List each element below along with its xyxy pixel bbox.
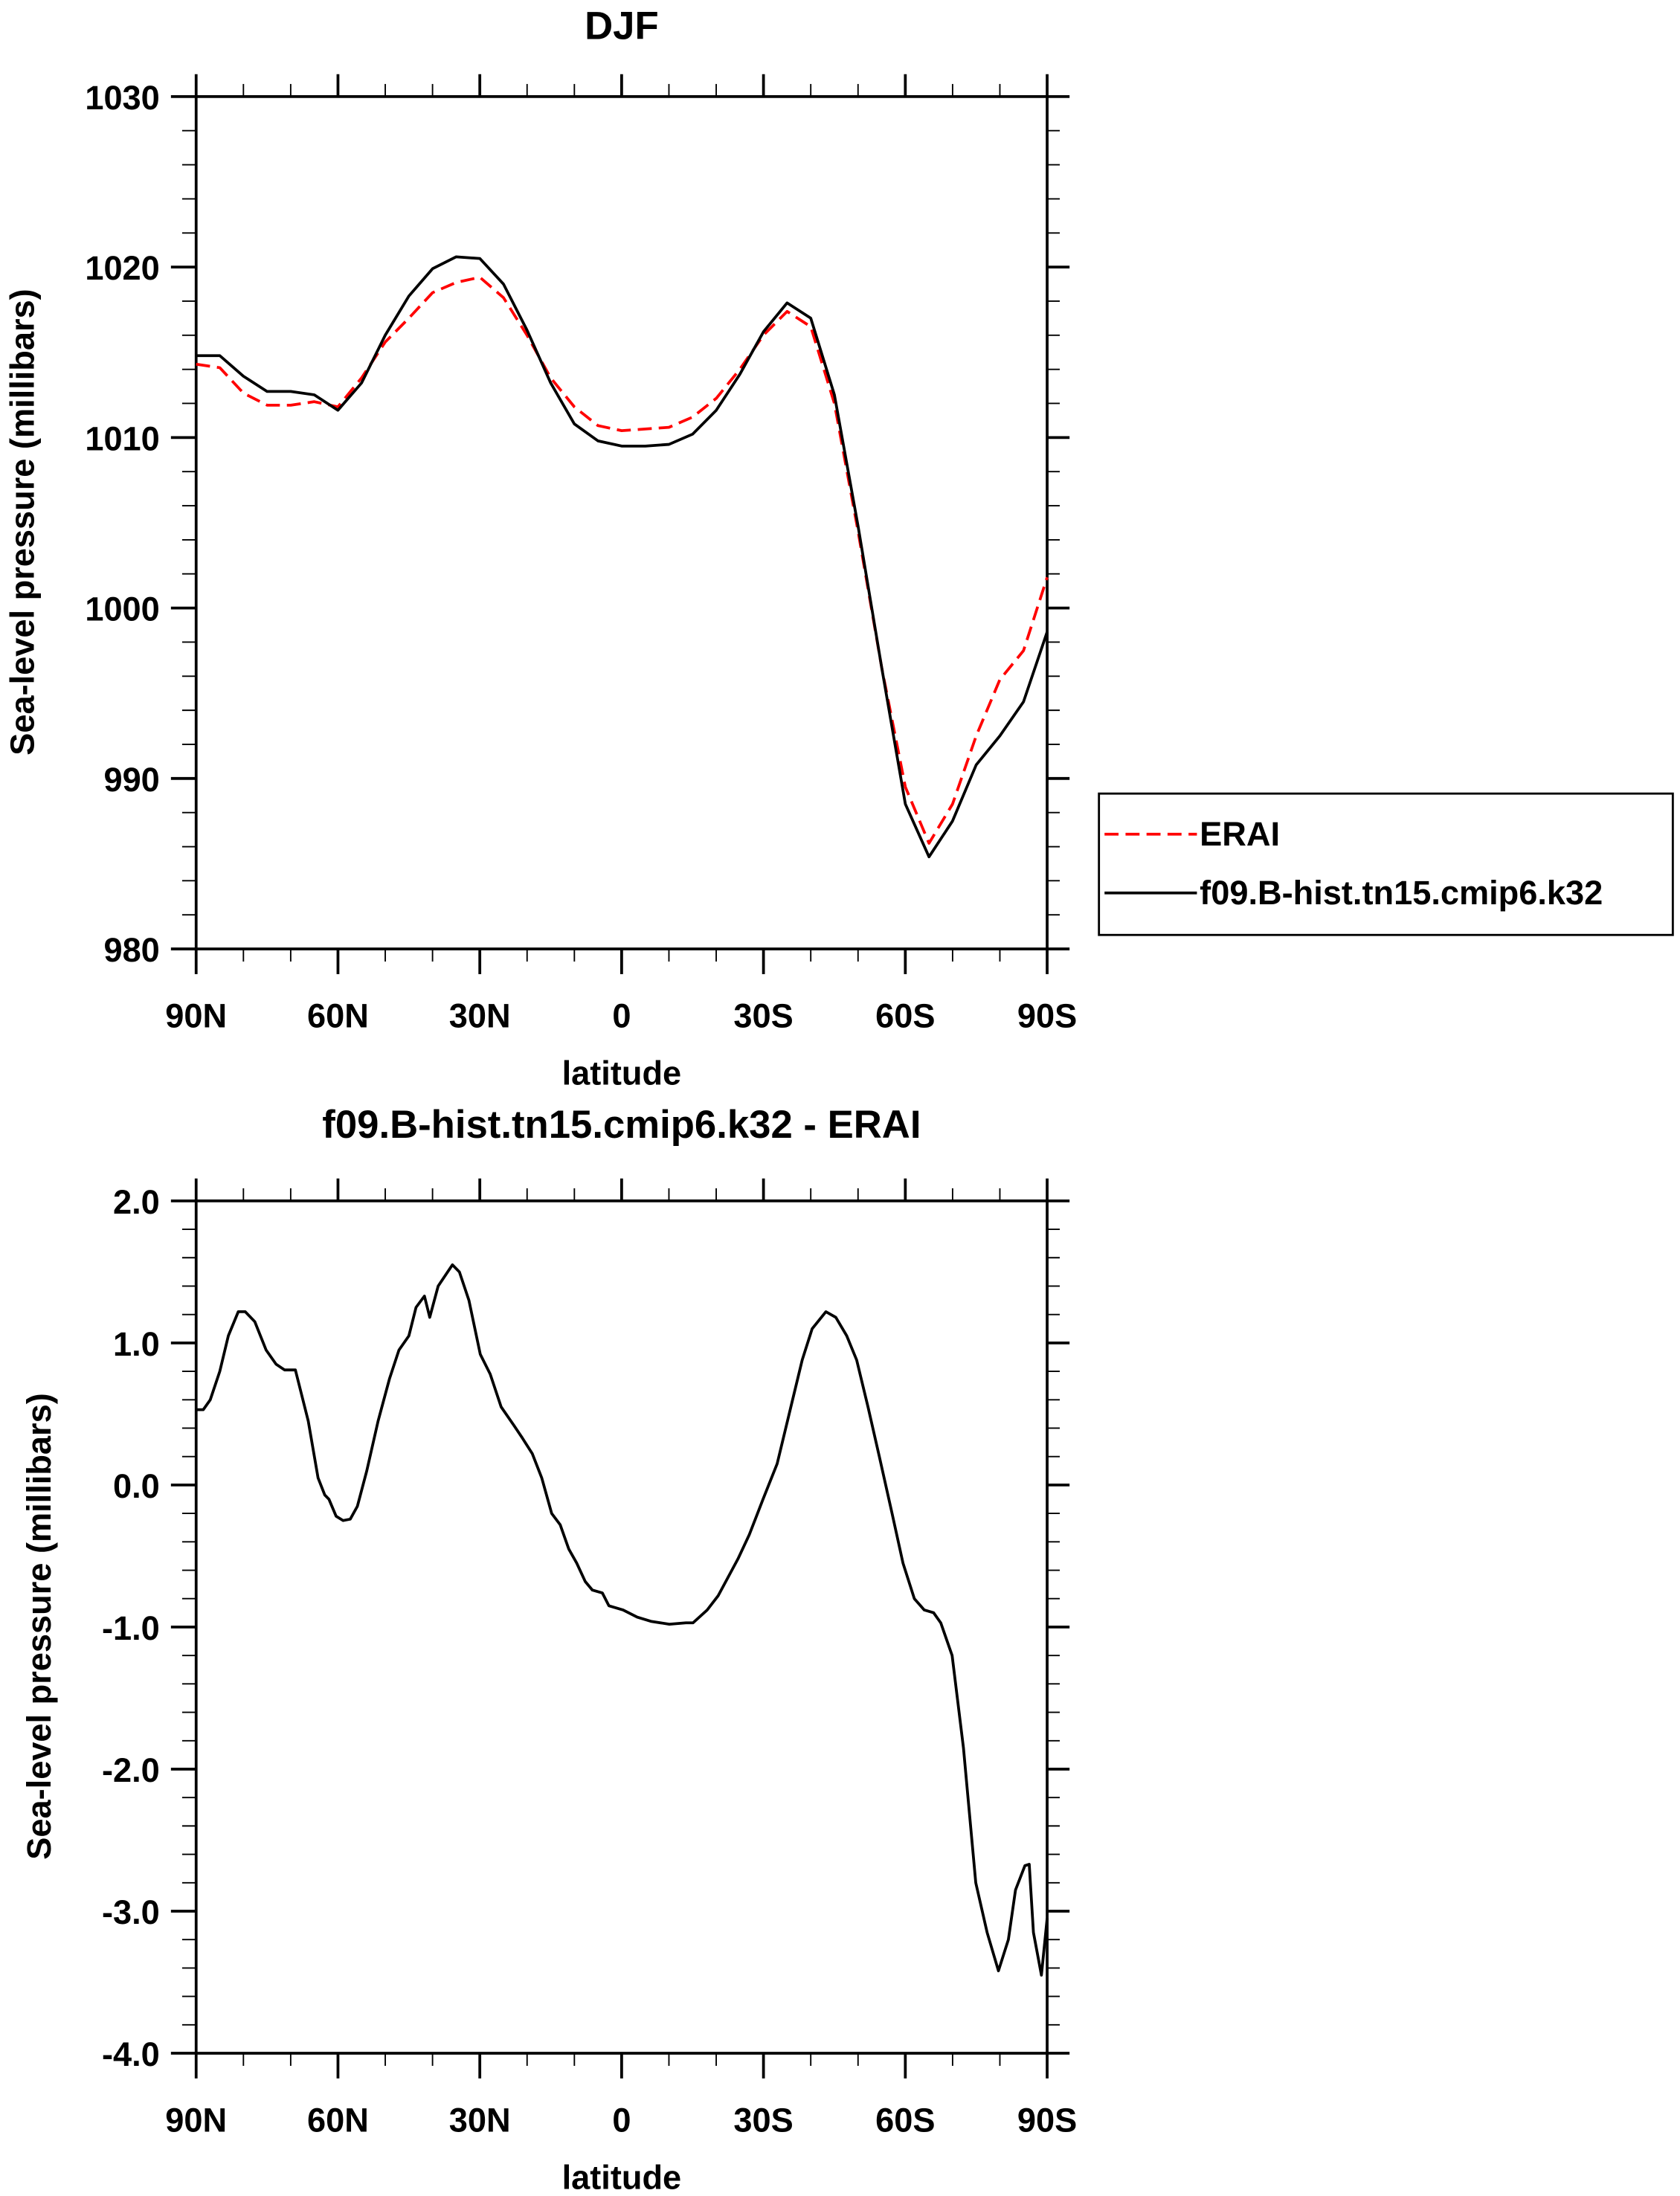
- x-tick-label: 90S: [1017, 2101, 1077, 2139]
- bottom-panel-difference: f09.B-hist.tn15.cmip6.k32 - ERAI latitud…: [20, 1103, 1077, 2196]
- x-tick-label: 30S: [733, 2101, 793, 2139]
- legend-label-model: f09.B-hist.tn15.cmip6.k32: [1200, 874, 1603, 912]
- x-tick-label: 60S: [875, 996, 935, 1034]
- legend: ERAI f09.B-hist.tn15.cmip6.k32: [1098, 792, 1674, 936]
- chart-title: DJF: [585, 4, 659, 48]
- x-tick-label: 30S: [733, 996, 793, 1034]
- x-tick-label: 30N: [449, 2101, 511, 2139]
- series-line-difference: [196, 1263, 1049, 1977]
- x-axis-label: latitude: [562, 1054, 682, 1092]
- y-tick-label: 1000: [85, 590, 159, 628]
- y-tick-label: 1010: [85, 419, 159, 457]
- series-line-model: [196, 255, 1049, 859]
- legend-label-erai: ERAI: [1200, 815, 1280, 853]
- x-tick-label: 60S: [875, 2101, 935, 2139]
- top-panel-djf: DJF latitude Sea-level pressure (milliba…: [3, 4, 1674, 1092]
- x-tick-label: 0: [612, 996, 631, 1034]
- legend-box: [1098, 792, 1674, 936]
- y-tick-label: -4.0: [102, 2035, 160, 2073]
- y-tick-label: 1020: [85, 249, 159, 287]
- chart-title: f09.B-hist.tn15.cmip6.k32 - ERAI: [322, 1103, 921, 1147]
- y-tick-label: 1030: [85, 79, 159, 117]
- y-axis-label: Sea-level pressure (millibars): [20, 1393, 58, 1859]
- y-tick-label: 990: [103, 761, 159, 799]
- series-line-erai: [196, 275, 1049, 845]
- x-tick-label: 60N: [307, 2101, 369, 2139]
- y-tick-label: -2.0: [102, 1751, 160, 1789]
- y-tick-label: 1.0: [113, 1325, 160, 1363]
- plot-frame: [194, 1199, 1049, 2055]
- y-axis-label: Sea-level pressure (millibars): [3, 289, 41, 755]
- x-tick-label: 90S: [1017, 996, 1077, 1034]
- y-tick-label: 980: [103, 931, 159, 969]
- x-tick-label: 60N: [307, 996, 369, 1034]
- x-tick-label: 30N: [449, 996, 511, 1034]
- x-tick-label: 90N: [165, 996, 227, 1034]
- x-tick-label: 0: [612, 2101, 631, 2139]
- y-tick-label: -3.0: [102, 1893, 160, 1931]
- y-tick-label: -1.0: [102, 1609, 160, 1647]
- y-tick-label: 2.0: [113, 1183, 160, 1221]
- y-tick-label: 0.0: [113, 1467, 160, 1505]
- x-axis-label: latitude: [562, 2159, 682, 2196]
- x-tick-label: 90N: [165, 2101, 227, 2139]
